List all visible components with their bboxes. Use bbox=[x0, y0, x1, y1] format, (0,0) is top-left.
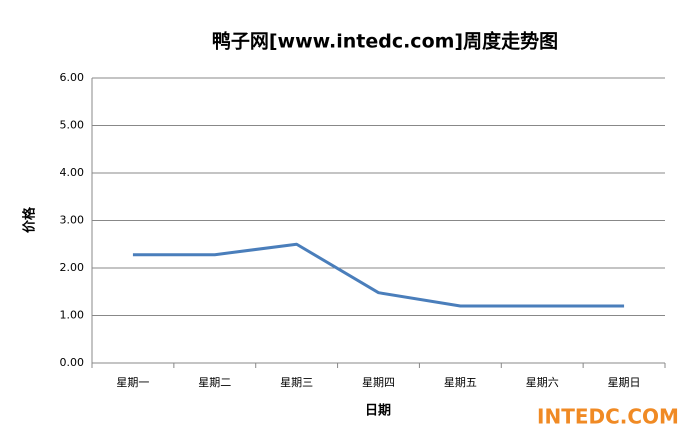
x-tick-label: 星期一 bbox=[116, 376, 149, 389]
x-tick-label: 星期五 bbox=[444, 376, 477, 389]
y-tick-label: 5.00 bbox=[60, 119, 85, 132]
logo: INTEDC.COM bbox=[537, 405, 679, 429]
y-tick-label: 6.00 bbox=[60, 71, 85, 84]
x-tick-label: 星期二 bbox=[198, 376, 231, 389]
y-axis-label: 价格 bbox=[22, 206, 38, 233]
x-tick-label: 星期三 bbox=[280, 376, 313, 389]
x-tick-label: 星期四 bbox=[362, 376, 395, 389]
y-tick-label: 2.00 bbox=[60, 261, 85, 274]
x-tick-label: 星期日 bbox=[608, 376, 641, 389]
line-series bbox=[132, 242, 625, 308]
y-tick-label: 3.00 bbox=[60, 214, 85, 227]
y-tick-label: 0.00 bbox=[60, 356, 85, 369]
y-tick-label: 4.00 bbox=[60, 166, 85, 179]
x-axis-label: 日期 bbox=[365, 404, 391, 419]
x-tick-label: 星期六 bbox=[526, 376, 559, 389]
chart-title: 鸭子网[www.intedc.com]周度走势图 bbox=[212, 30, 558, 53]
y-tick-label: 1.00 bbox=[60, 309, 85, 322]
